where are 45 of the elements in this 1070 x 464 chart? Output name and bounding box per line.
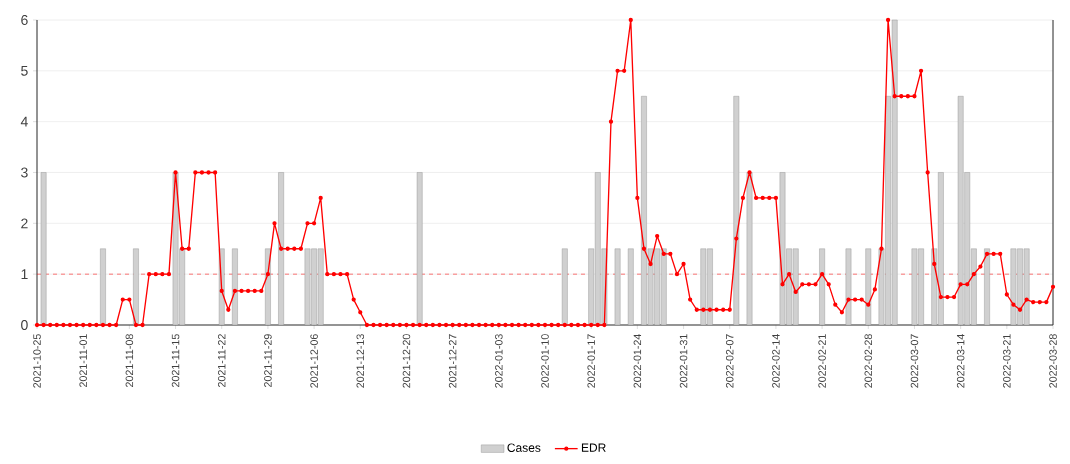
legend-label: Cases: [507, 443, 541, 452]
y-tick-label: 0: [21, 320, 28, 330]
bar: [614, 248, 621, 326]
bar: [278, 172, 284, 326]
bar: [733, 96, 740, 326]
x-tick-label: 2022-03-14: [956, 334, 965, 388]
x-tick-label: 2022-02-28: [864, 334, 873, 388]
bar: [232, 248, 238, 326]
y-tick-label: 6: [21, 15, 28, 25]
x-tick-label: 2021-12-20: [402, 334, 411, 388]
bar: [561, 248, 568, 326]
bar: [984, 248, 990, 326]
x-tick-label: 2022-02-21: [818, 334, 826, 388]
x-tick-label: 2021-10-25: [33, 334, 41, 388]
x-tick-label: 2022-01-24: [633, 334, 642, 388]
bar: [100, 248, 106, 326]
x-tick-label: 2022-03-28: [1049, 334, 1057, 388]
bar: [746, 172, 753, 326]
bar: [133, 248, 139, 326]
x-tick-label: 2022-01-03: [495, 334, 503, 388]
x-tick-label: 2022-02-07: [725, 334, 734, 388]
x-tick-label: 2022-03-07: [910, 334, 919, 388]
x-tick-label: 2021-12-13: [356, 334, 365, 388]
x-tick-label: 2021-11-29: [264, 334, 272, 387]
y-tick-label: 2: [21, 218, 28, 229]
y-tick-label: 4: [20, 116, 28, 127]
x-tick-label: 2021-11-01: [79, 334, 87, 387]
y-tick-label: 1: [21, 269, 28, 279]
bar: [845, 248, 852, 326]
x-tick-label: 2021-11-15: [171, 334, 180, 387]
bar: [40, 172, 47, 326]
bar: [416, 172, 423, 326]
x-tick-label: 2021-11-08: [125, 334, 134, 387]
x-tick-label: 2021-12-06: [310, 334, 318, 388]
x-tick-label: 2022-01-31: [679, 334, 688, 388]
x-tick-label: 2022-01-17: [587, 334, 595, 388]
legend-label: EDR: [581, 443, 606, 452]
x-tick-label: 2021-12-27: [448, 334, 457, 388]
x-tick-label: 2022-02-14: [772, 334, 780, 388]
x-tick-label: 2022-03-21: [1003, 334, 1011, 388]
x-tick-label: 2022-01-10: [541, 334, 549, 388]
y-tick-label: 3: [21, 167, 28, 178]
y-tick-label: 5: [21, 65, 28, 76]
x-tick-label: 2021-11-22: [217, 334, 226, 387]
bar: [627, 248, 634, 326]
